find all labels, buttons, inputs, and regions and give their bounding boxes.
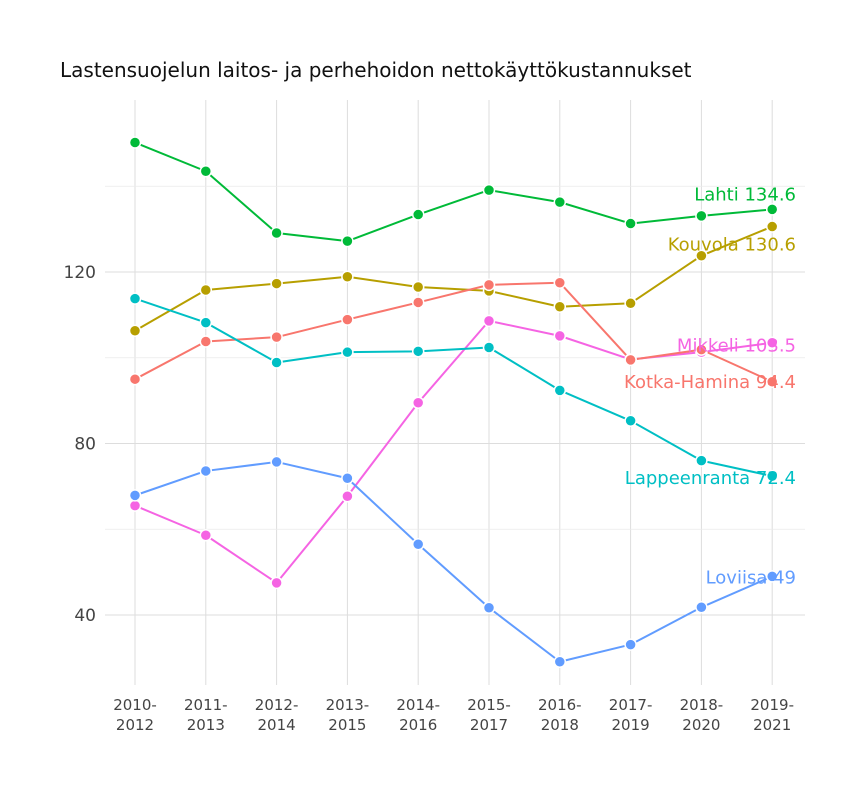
data-point-kotka-hamina bbox=[411, 296, 425, 309]
x-tick-label: 2016-2018 bbox=[538, 696, 582, 734]
x-tick-label: 2014-2016 bbox=[396, 696, 440, 734]
data-point-loviisa bbox=[624, 638, 637, 651]
data-point-lahti bbox=[128, 136, 142, 149]
data-point-lappeenranta bbox=[482, 341, 496, 354]
data-point-loviisa bbox=[199, 464, 213, 478]
data-point-lappeenranta bbox=[765, 469, 779, 483]
data-point-kouvola bbox=[199, 283, 213, 297]
data-point-kouvola bbox=[270, 277, 283, 290]
data-point-mikkeli bbox=[341, 489, 354, 503]
data-point-mikkeli bbox=[270, 576, 283, 590]
data-point-kouvola bbox=[765, 220, 779, 233]
data-point-lappeenranta bbox=[624, 414, 637, 428]
series-line-kotka-hamina bbox=[134, 281, 773, 383]
data-point-loviisa bbox=[128, 489, 142, 502]
data-point-lappeenranta bbox=[411, 345, 425, 358]
end-label-mikkeli: Mikkeli 103.5 bbox=[677, 336, 796, 357]
series-line-kouvola bbox=[134, 225, 773, 332]
data-point-lappeenranta bbox=[695, 454, 708, 467]
x-tick-label: 2011-2013 bbox=[184, 696, 228, 734]
data-point-lahti bbox=[482, 183, 496, 197]
data-point-kouvola bbox=[553, 300, 567, 313]
data-point-lappeenranta bbox=[553, 384, 567, 397]
chart-title: Lastensuojelun laitos- ja perhehoidon ne… bbox=[60, 58, 692, 82]
data-point-mikkeli bbox=[765, 336, 779, 349]
data-point-lahti bbox=[411, 208, 425, 221]
data-point-kouvola bbox=[128, 324, 142, 337]
data-point-kotka-hamina bbox=[553, 276, 567, 289]
grid bbox=[105, 100, 805, 685]
end-label-kotka-hamina: Kotka-Hamina 94.4 bbox=[624, 372, 796, 393]
data-point-lahti bbox=[341, 234, 354, 248]
data-point-loviisa bbox=[765, 570, 779, 583]
data-point-loviisa bbox=[341, 471, 354, 485]
data-point-kotka-hamina bbox=[341, 313, 354, 326]
x-axis-ticks: 2010-2012 2011-2013 2012-2014 2013-2015 2014… bbox=[113, 696, 794, 734]
data-point-loviisa bbox=[553, 655, 567, 668]
data-point-mikkeli bbox=[553, 329, 567, 343]
data-point-lahti bbox=[695, 209, 708, 223]
y-tick-label: 40 bbox=[74, 606, 96, 626]
data-point-lappeenranta bbox=[199, 316, 213, 329]
y-axis-ticks: 40 80 120 bbox=[64, 263, 96, 626]
series-end-labels: Lahti 134.6 Kouvola 130.6 Mikkeli 103.5 Kot… bbox=[624, 184, 796, 588]
data-point-lappeenranta bbox=[341, 345, 354, 359]
series-points bbox=[128, 136, 779, 668]
end-label-kouvola: Kouvola 130.6 bbox=[668, 235, 796, 256]
end-label-lappeenranta: Lappeenranta 72.4 bbox=[625, 468, 796, 489]
series-line-lahti bbox=[134, 141, 773, 243]
x-tick-label: 2010-2012 bbox=[113, 696, 157, 734]
data-point-loviisa bbox=[270, 455, 283, 469]
data-point-kouvola bbox=[695, 249, 708, 262]
end-label-loviisa: Loviisa 49 bbox=[706, 567, 796, 588]
data-point-lappeenranta bbox=[128, 292, 142, 305]
data-point-lahti bbox=[553, 195, 567, 209]
x-tick-label: 2018-2020 bbox=[680, 696, 724, 734]
series-line-mikkeli bbox=[134, 319, 773, 584]
data-point-kotka-hamina bbox=[128, 372, 142, 386]
data-point-kotka-hamina bbox=[482, 278, 496, 292]
data-point-kotka-hamina bbox=[624, 353, 637, 367]
y-tick-label: 80 bbox=[74, 435, 96, 455]
data-point-kotka-hamina bbox=[270, 330, 283, 344]
data-point-kotka-hamina bbox=[765, 375, 779, 389]
y-tick-label: 120 bbox=[64, 263, 96, 283]
x-tick-label: 2012-2014 bbox=[255, 696, 299, 734]
series-lines bbox=[134, 141, 773, 663]
data-point-mikkeli bbox=[482, 314, 496, 328]
data-point-mikkeli bbox=[128, 499, 142, 512]
x-tick-label: 2013-2015 bbox=[326, 696, 370, 734]
data-point-loviisa bbox=[695, 601, 708, 614]
x-tick-label: 2019-2021 bbox=[750, 696, 794, 734]
data-point-kotka-hamina bbox=[695, 343, 708, 356]
data-point-kouvola bbox=[624, 297, 637, 310]
data-point-kouvola bbox=[341, 270, 354, 283]
data-point-mikkeli bbox=[199, 529, 213, 542]
series-line-lappeenranta bbox=[134, 297, 773, 478]
data-point-kotka-hamina bbox=[199, 335, 213, 348]
series-line-loviisa bbox=[134, 460, 773, 663]
data-point-loviisa bbox=[411, 538, 425, 551]
data-point-lahti bbox=[624, 217, 637, 230]
data-point-lappeenranta bbox=[270, 356, 283, 369]
data-point-lahti bbox=[765, 203, 779, 216]
data-point-kouvola bbox=[411, 280, 425, 294]
data-point-loviisa bbox=[482, 601, 496, 614]
end-label-lahti: Lahti 134.6 bbox=[694, 184, 796, 205]
data-point-mikkeli bbox=[411, 396, 425, 410]
data-point-lahti bbox=[199, 164, 213, 178]
data-point-lahti bbox=[270, 226, 283, 240]
x-tick-label: 2015-2017 bbox=[467, 696, 511, 734]
x-tick-label: 2017-2019 bbox=[609, 696, 653, 734]
